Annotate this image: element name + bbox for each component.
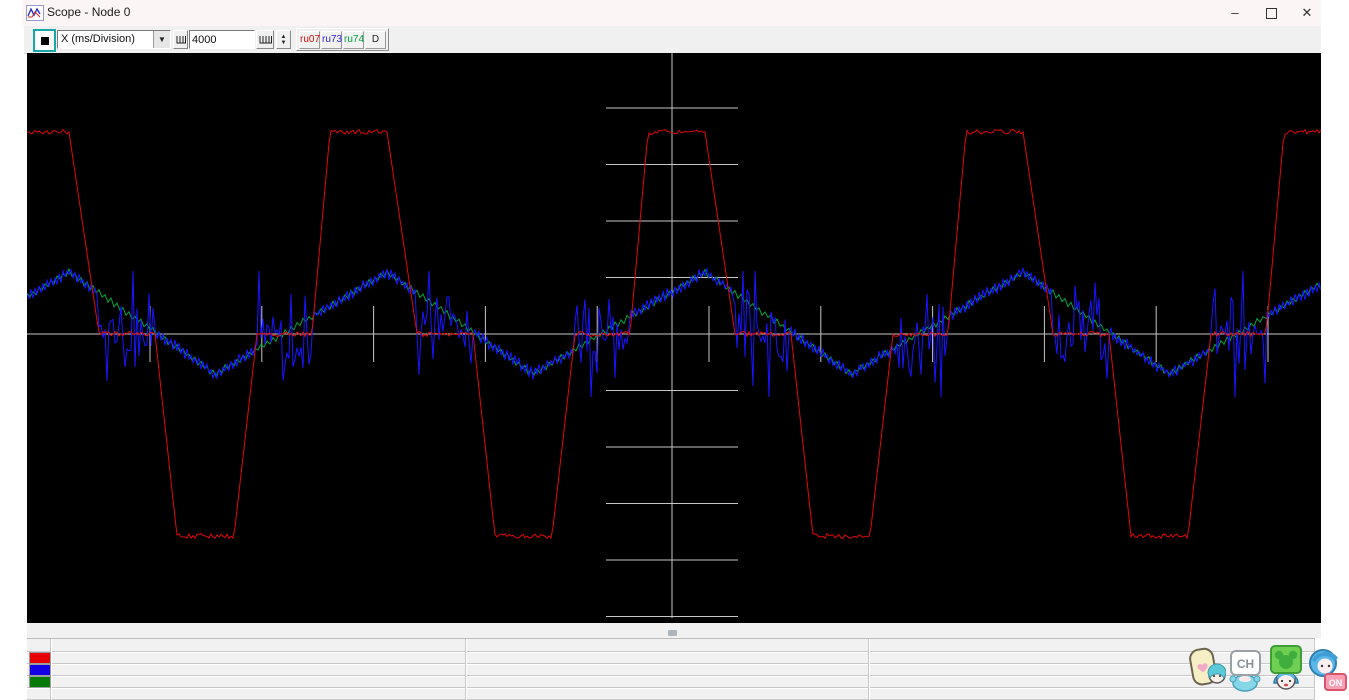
restore-button[interactable] [1254, 0, 1288, 25]
restore-icon [1265, 8, 1277, 20]
channel-color-swatch [29, 652, 51, 664]
channel-legend-table [27, 638, 1315, 700]
close-button[interactable]: ✕ [1301, 5, 1313, 20]
comb-icon [259, 36, 272, 44]
window-title: Scope - Node 0 [47, 5, 131, 19]
scale-comb-button-left[interactable] [173, 30, 188, 49]
spinner-up-icon[interactable]: ▲ [280, 33, 287, 40]
channel-button-ru73[interactable]: ru73 [321, 30, 342, 49]
channel-button-group: ru07 ru73 ru74 D [296, 28, 389, 51]
trace-ru07 [26, 128, 1322, 540]
mascot-on-label: ON [1329, 678, 1343, 688]
mascot-heart-sign[interactable] [1186, 645, 1227, 697]
minimize-button[interactable]: – [1231, 5, 1239, 20]
comb-icon [176, 36, 186, 44]
spinner-down-icon[interactable]: ▼ [280, 39, 287, 46]
table-row-line [27, 663, 1315, 664]
scope-canvas[interactable] [26, 53, 1322, 623]
trace-ru74 [26, 267, 1321, 378]
scope-position-marker[interactable] [668, 630, 677, 636]
channel-button-D[interactable]: D [365, 30, 386, 49]
table-row-line [27, 651, 1315, 652]
channel-button-ru74[interactable]: ru74 [343, 30, 364, 49]
mascot-on-sign[interactable]: ON [1306, 648, 1348, 698]
divisions-input[interactable] [189, 30, 255, 49]
stop-square-icon [40, 36, 49, 45]
table-row-line [27, 687, 1315, 688]
trace-ru73 [26, 267, 1322, 398]
scale-comb-button-right[interactable] [256, 30, 274, 49]
titlebar: Scope - Node 0 – ✕ [22, 0, 1321, 26]
x-axis-mode-value: X (ms/Division) [61, 33, 135, 45]
channel-color-swatch [29, 664, 51, 676]
channel-color-swatch [29, 676, 51, 688]
scope-display[interactable] [26, 53, 1322, 623]
mascot-ch-label: CH [1237, 657, 1254, 671]
channel-button-ru07[interactable]: ru07 [299, 30, 320, 49]
mascot-ch-sign[interactable]: CH [1227, 649, 1264, 697]
x-axis-mode-select[interactable]: X (ms/Division) ▼ [57, 30, 171, 49]
mascot-green-hat[interactable] [1266, 645, 1306, 698]
chevron-down-icon[interactable]: ▼ [153, 31, 170, 48]
table-row-line [27, 675, 1315, 676]
table-column-line [868, 639, 869, 700]
run-stop-button[interactable] [33, 29, 56, 52]
scope-position-track[interactable] [27, 623, 1321, 638]
table-column-line [465, 639, 466, 700]
divisions-spinner[interactable]: ▲ ▼ [276, 30, 291, 49]
app-icon [26, 5, 44, 21]
